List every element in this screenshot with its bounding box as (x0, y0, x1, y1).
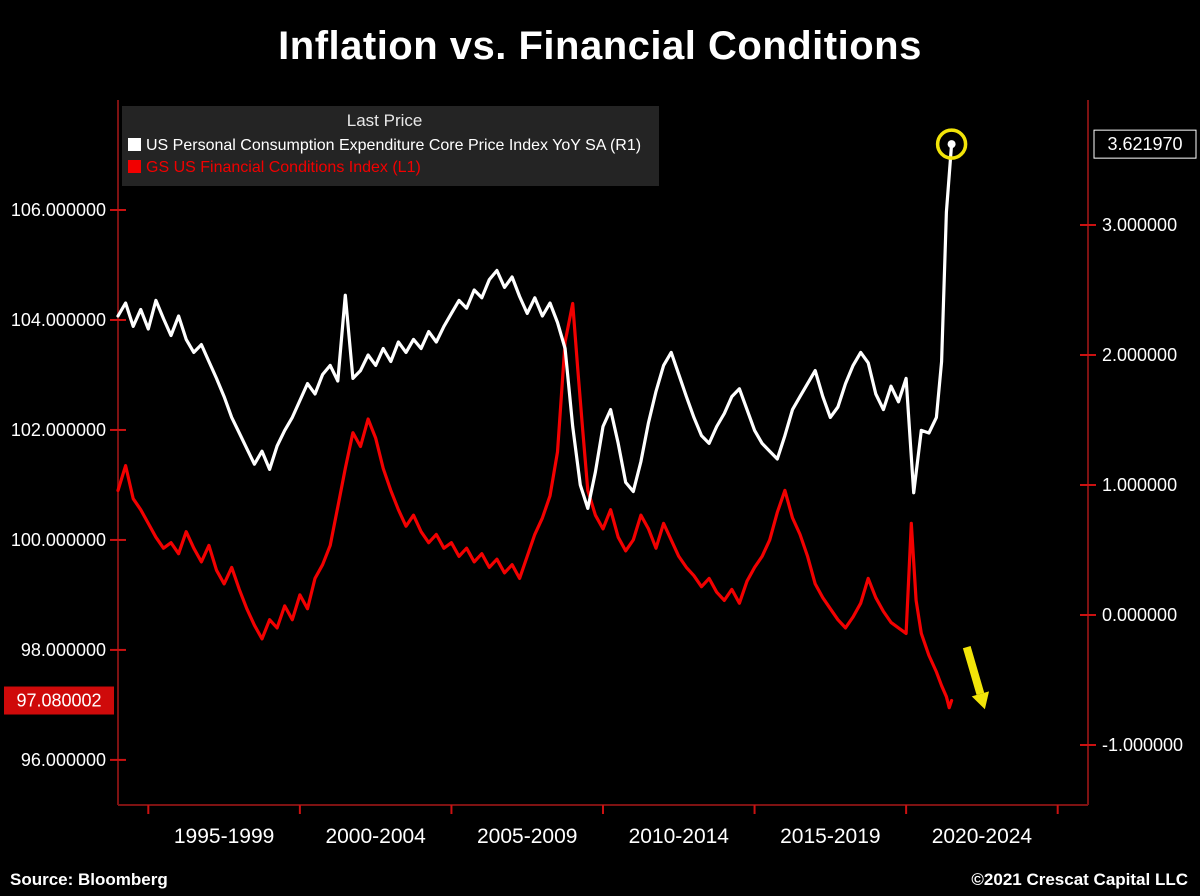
right-axis-tick-label: 0.000000 (1102, 605, 1177, 625)
page-title: Inflation vs. Financial Conditions (278, 24, 922, 68)
x-axis-label: 2005-2009 (477, 825, 577, 848)
right-last-price-box (1093, 129, 1197, 159)
left-axis-tick-label: 100.000000 (11, 530, 106, 550)
white-series-line (116, 142, 954, 510)
legend-item-pce: US Personal Consumption Expenditure Core… (128, 135, 641, 157)
right-axis-tick-label: 3.000000 (1102, 215, 1177, 235)
down-arrow-head-icon (971, 691, 990, 710)
x-axis-label: 2020-2024 (932, 825, 1033, 848)
red-series-line (116, 301, 954, 710)
red-series-swatch-icon (128, 159, 141, 173)
legend-item-gsfci-label: GS US Financial Conditions Index (L1) (146, 158, 421, 176)
x-axis-label: 1995-1999 (174, 825, 274, 848)
right-axis-tick-label: 2.000000 (1102, 345, 1177, 365)
white-series-end-dot (947, 140, 956, 149)
x-axis-label: 2000-2004 (325, 825, 426, 848)
right-axis-tick-label: -1.000000 (1102, 735, 1183, 755)
left-last-price-box (4, 686, 114, 715)
left-last-price-label: 97.080002 (16, 691, 101, 711)
down-arrow-shaft (962, 646, 985, 696)
x-axis-label: 2015-2019 (780, 825, 880, 848)
left-axis-tick-label: 98.000000 (21, 640, 106, 660)
x-axis-label: 2010-2014 (629, 825, 730, 848)
left-axis-tick-label: 96.000000 (21, 750, 106, 770)
copyright-label: ©2021 Crescat Capital LLC (971, 870, 1188, 889)
left-axis-tick-label: 102.000000 (11, 420, 106, 440)
white-series-swatch-icon (128, 137, 141, 151)
right-last-price-label: 3.621970 (1107, 134, 1182, 154)
highlight-circle-annotation (935, 128, 968, 160)
left-axis-tick-label: 106.000000 (11, 200, 106, 220)
legend-item-gsfci: GS US Financial Conditions Index (L1) (128, 157, 641, 179)
legend-header: Last Price (346, 111, 423, 130)
legend: Last Price US Personal Consumption Expen… (122, 106, 660, 187)
legend-item-pce-label: US Personal Consumption Expenditure Core… (146, 136, 642, 154)
left-axis-tick-label: 104.000000 (11, 310, 106, 330)
right-axis-tick-label: 1.000000 (1102, 475, 1177, 495)
source-label: Source: Bloomberg (10, 870, 168, 889)
